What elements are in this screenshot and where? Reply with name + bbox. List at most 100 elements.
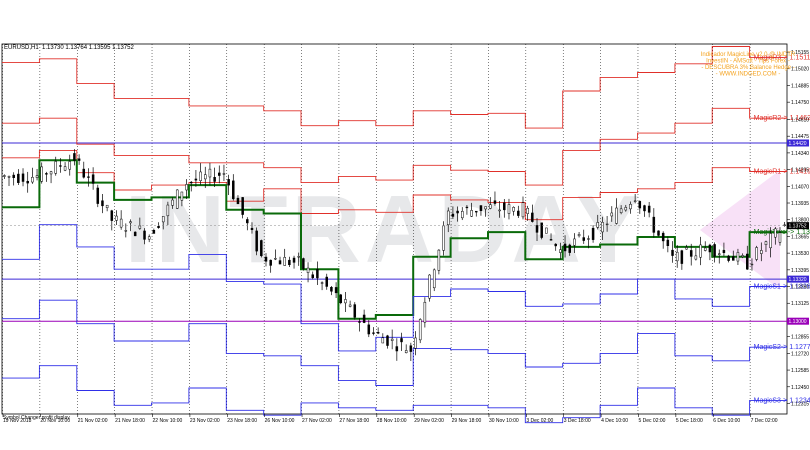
y-tick-label: 1.14205: [791, 168, 809, 174]
candle-body: [157, 225, 160, 228]
level-label-magicpivot: MagicPivot-> 1.1370: [754, 229, 810, 236]
current-price-tag: [787, 222, 809, 230]
candle-body: [713, 244, 716, 257]
candle-body: [246, 219, 249, 224]
x-tick-label: 5 Dec 18:00: [676, 418, 703, 424]
candle-body: [7, 176, 11, 178]
x-tick-label: 19 Nov 2018: [3, 418, 32, 424]
x-tick-label: 21 Nov 18:00: [115, 418, 145, 424]
series-magicr3: [2, 46, 787, 129]
y-tick-label: 1.12855: [791, 335, 809, 341]
x-tick-label: 6 Dec 10:00: [713, 418, 740, 424]
candle-body: [17, 173, 20, 183]
candle-body: [376, 332, 380, 334]
candle-body: [521, 202, 525, 218]
series-magics2: [2, 299, 787, 386]
candle-body: [171, 199, 174, 206]
candle-body: [311, 274, 314, 278]
candle-body: [204, 174, 207, 180]
candle-body: [339, 294, 343, 304]
candle-body: [73, 153, 76, 161]
candle-body: [442, 225, 445, 251]
y-tick-label: 1.15020: [791, 67, 809, 73]
x-tick-label: 5 Dec 02:00: [638, 418, 665, 424]
candle-body: [591, 227, 595, 240]
watermark-arrow: [700, 170, 780, 290]
candle-body: [49, 171, 53, 175]
candle-body: [531, 212, 534, 222]
level-label-magicr1: MagicR1-> 1.1419: [754, 168, 810, 175]
candle-body: [283, 257, 286, 266]
candle-body: [512, 207, 515, 212]
candle-body: [479, 205, 483, 212]
x-tick-label: 26 Nov 10:00: [265, 418, 295, 424]
candle-body: [661, 232, 665, 242]
candle-body: [437, 249, 441, 271]
y-tick-label: 1.14070: [791, 184, 809, 190]
x-tick-label: 23 Nov 18:00: [227, 418, 257, 424]
candle-body: [297, 256, 300, 258]
candle-body: [129, 221, 132, 224]
candle-body: [152, 230, 156, 234]
candle-body: [736, 252, 740, 262]
candle-body: [12, 174, 15, 178]
x-tick-label: 30 Nov 10:00: [489, 418, 519, 424]
candle-body: [208, 168, 212, 178]
candle-body: [671, 249, 674, 256]
candle-body: [82, 168, 86, 178]
candle-body: [143, 230, 146, 240]
candle-body: [175, 189, 179, 209]
x-tick-label: 23 Nov 02:00: [190, 418, 220, 424]
candle-body: [680, 250, 684, 264]
candle-body: [409, 345, 413, 352]
candle-body: [241, 197, 244, 215]
candle-body: [503, 202, 506, 211]
candle-body: [348, 304, 352, 307]
candle-body: [418, 319, 422, 341]
y-tick-label: 1.13125: [791, 301, 809, 307]
candle-body: [26, 180, 29, 184]
candle-body: [161, 216, 165, 223]
candle-body: [451, 213, 455, 217]
x-tick-label: 21 Nov 02:00: [78, 418, 108, 424]
candle-body: [96, 187, 100, 204]
y-tick-label: 1.13935: [791, 201, 809, 207]
x-tick-label: 27 Nov 18:00: [339, 418, 369, 424]
watermark-text: INTRADAY: [125, 176, 644, 283]
x-tick-label: 22 Nov 10:00: [153, 418, 183, 424]
price-tag: [787, 139, 809, 147]
info-line: InvestIN - AMSoft - Tips Forex -: [706, 59, 790, 65]
candle-body: [703, 247, 707, 251]
candle-body: [619, 208, 623, 214]
candle-body: [689, 250, 693, 257]
candle-body: [372, 332, 375, 334]
price-tag-label: 1.14420: [789, 141, 807, 147]
y-tick-label: 1.13665: [791, 234, 809, 240]
candle-body: [166, 204, 170, 217]
candle-body: [605, 223, 609, 226]
x-tick-label: 3 Dec 02:00: [526, 418, 553, 424]
candle-body: [685, 247, 688, 250]
candle-body: [260, 240, 263, 257]
candle-body: [264, 256, 268, 262]
candle-body: [105, 204, 109, 208]
candle-body: [540, 222, 543, 238]
current-price-label: 1.13752: [789, 224, 807, 230]
candle-body: [764, 241, 768, 245]
candle-body: [507, 204, 511, 214]
candle-body: [40, 166, 43, 182]
candle-body: [115, 215, 118, 221]
candle-body: [124, 230, 128, 232]
candle-body: [657, 230, 660, 236]
info-line: - DESCUBRA 3% Balance Hedge -: [701, 65, 794, 71]
candle-body: [432, 269, 436, 289]
x-tick-label: 27 Nov 02:00: [302, 418, 332, 424]
ohlc-values: 1.13730 1.13764 1.13595 1.13752: [42, 45, 134, 51]
candle-body: [732, 256, 735, 261]
symbol-changer-label[interactable]: Symbol Changer profit display: [3, 415, 70, 421]
candle-body: [526, 208, 529, 214]
y-tick-label: 1.12720: [791, 351, 809, 357]
candle-body: [390, 338, 394, 341]
